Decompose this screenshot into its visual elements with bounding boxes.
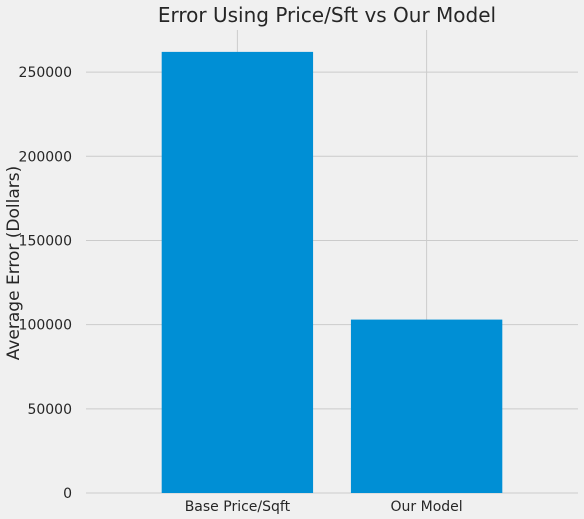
y-tick-label: 150000 [19,233,72,249]
x-tick-label: Our Model [391,499,463,515]
y-tick-label: 0 [63,486,72,502]
y-axis-ticks: 0 50000 100000 150000 200000 250000 [19,65,72,502]
y-tick-label: 50000 [27,402,72,418]
y-tick-label: 100000 [19,318,72,334]
y-tick-label: 250000 [19,65,72,81]
bar [162,52,313,493]
y-axis-label: Average Error (Dollars) [4,166,24,361]
bars [162,52,503,493]
bar [351,320,502,493]
chart-title: Error Using Price/Sft vs Our Model [158,3,496,27]
y-tick-label: 200000 [19,149,72,165]
grid-lines [86,30,578,493]
x-tick-label: Base Price/Sqft [185,499,291,515]
x-axis-ticks: Base Price/Sqft Our Model [185,499,463,515]
